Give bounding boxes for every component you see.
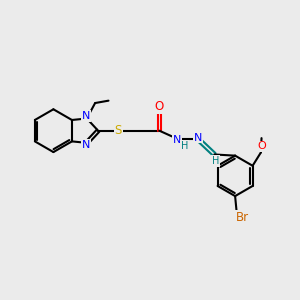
Text: H: H: [212, 156, 220, 166]
Text: N: N: [82, 111, 90, 121]
Text: N: N: [173, 136, 181, 146]
Text: Br: Br: [236, 211, 248, 224]
Text: H: H: [181, 140, 188, 151]
Text: S: S: [115, 124, 122, 137]
Text: O: O: [155, 100, 164, 113]
Text: O: O: [257, 141, 266, 152]
Text: N: N: [194, 133, 202, 142]
Text: N: N: [82, 140, 90, 150]
